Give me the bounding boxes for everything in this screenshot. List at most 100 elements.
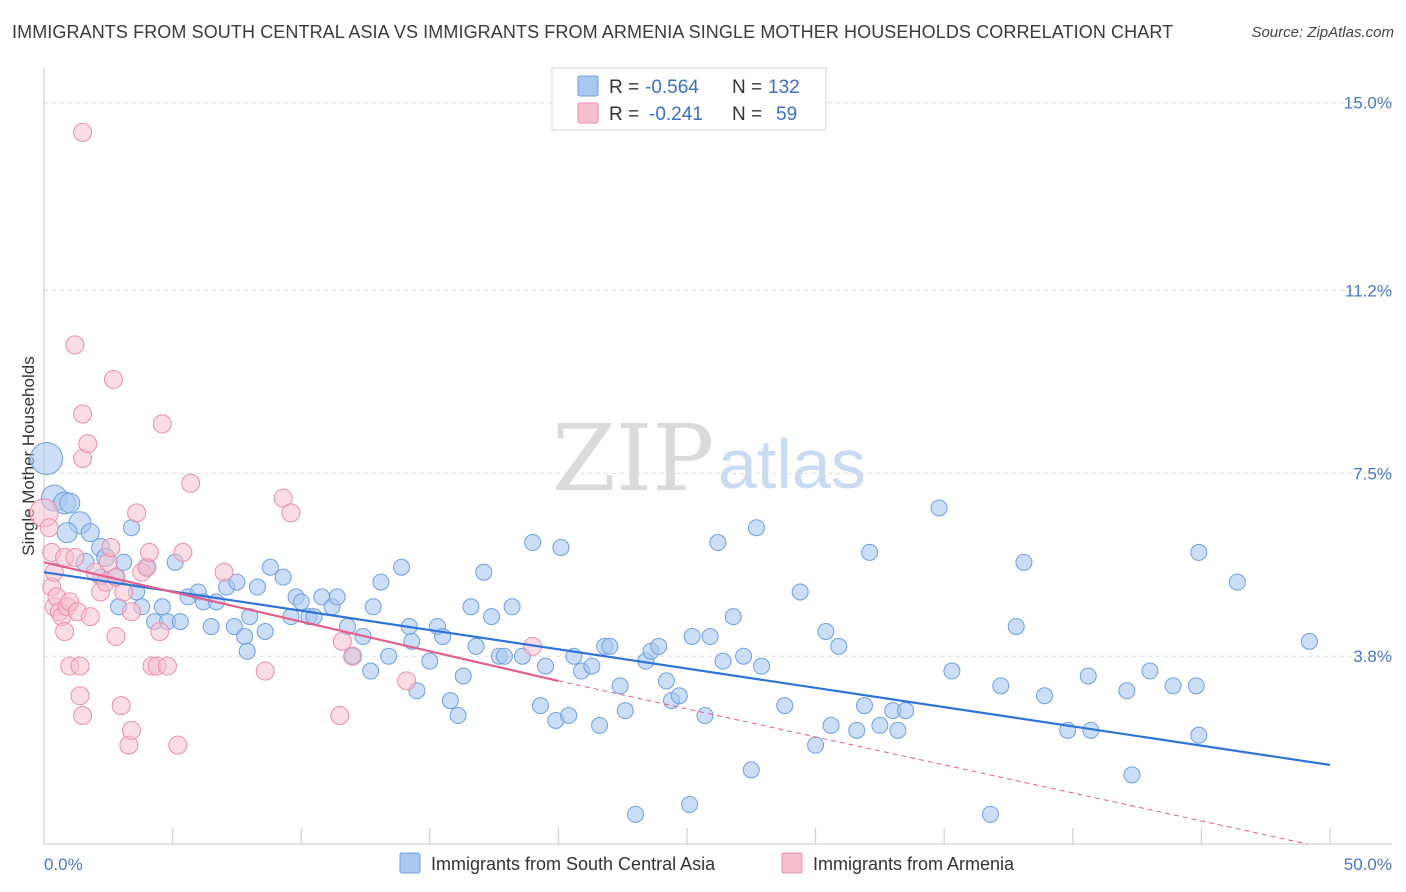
data-point-south-central-asia (724, 608, 742, 626)
data-point-south-central-asia (552, 538, 570, 556)
data-point-south-central-asia (362, 662, 380, 680)
data-point-south-central-asia (627, 805, 645, 823)
trend-line-armenia-extension (558, 680, 1308, 845)
data-point-south-central-asia (449, 707, 467, 725)
bottom-legend-swatch-blue (399, 852, 421, 874)
data-point-armenia (121, 720, 141, 740)
data-point-armenia (168, 735, 188, 755)
data-point-south-central-asia (1123, 766, 1141, 784)
data-point-armenia (73, 404, 93, 424)
data-point-south-central-asia (591, 716, 609, 734)
y-tick-labels: 3.8% 7.5% 11.2% 15.0% (1344, 94, 1392, 666)
data-point-south-central-asia (1007, 618, 1025, 636)
data-point-south-central-asia (683, 627, 701, 645)
data-point-south-central-asia (30, 442, 64, 476)
data-point-armenia (273, 488, 293, 508)
data-point-south-central-asia (171, 613, 189, 631)
data-point-armenia (150, 621, 170, 641)
data-point-south-central-asia (791, 583, 809, 601)
data-point-armenia (55, 621, 75, 641)
data-point-armenia (397, 671, 417, 691)
legend-r-label-blue: R = (609, 77, 639, 98)
data-point-south-central-asia (897, 702, 915, 720)
data-point-south-central-asia (393, 558, 411, 576)
data-point-armenia (139, 542, 159, 562)
legend-swatch-blue (577, 75, 599, 97)
data-point-south-central-asia (560, 707, 578, 725)
data-point-armenia (121, 602, 141, 622)
data-point-south-central-asia (822, 716, 840, 734)
data-point-south-central-asia (524, 534, 542, 552)
bottom-legend-label-pink: Immigrants from Armenia (813, 854, 1015, 874)
data-point-south-central-asia (1079, 667, 1097, 685)
data-point-south-central-asia (1300, 632, 1318, 650)
data-point-armenia (73, 706, 93, 726)
data-point-south-central-asia (454, 667, 472, 685)
data-point-armenia (80, 607, 100, 627)
data-point-south-central-asia (462, 598, 480, 616)
data-point-south-central-asia (531, 697, 549, 715)
data-point-south-central-asia (537, 657, 555, 675)
data-point-south-central-asia (861, 543, 879, 561)
data-point-south-central-asia (228, 573, 246, 591)
data-point-south-central-asia (681, 795, 699, 813)
data-point-south-central-asia (59, 492, 81, 514)
bottom-legend: Immigrants from South Central Asia Immig… (399, 852, 1015, 874)
legend-n-label-blue: N = (732, 77, 762, 98)
data-point-south-central-asia (495, 647, 513, 665)
series-armenia (29, 122, 543, 755)
watermark-atlas: atlas (718, 425, 866, 503)
legend-r-value-blue: -0.564 (645, 77, 699, 98)
data-point-south-central-asia (848, 721, 866, 739)
data-point-south-central-asia (742, 761, 760, 779)
data-point-south-central-asia (807, 736, 825, 754)
data-point-south-central-asia (855, 697, 873, 715)
data-point-south-central-asia (441, 692, 459, 710)
legend-n-label-pink: N = (732, 104, 762, 125)
data-point-armenia (106, 626, 126, 646)
y-tick-label: 11.2% (1345, 282, 1392, 301)
data-point-armenia (65, 547, 85, 567)
x-tick-label-max: 50.0% (1344, 855, 1392, 874)
data-point-south-central-asia (657, 672, 675, 690)
data-point-south-central-asia (1190, 543, 1208, 561)
data-point-armenia (181, 473, 201, 493)
legend-n-value-blue: 132 (768, 77, 800, 98)
data-point-armenia (255, 661, 275, 681)
data-point-armenia (127, 503, 147, 523)
y-tick-label: 7.5% (1353, 464, 1392, 483)
data-point-south-central-asia (236, 627, 254, 645)
data-point-armenia (101, 537, 121, 557)
data-point-south-central-asia (1164, 677, 1182, 695)
data-point-south-central-asia (981, 805, 999, 823)
data-point-south-central-asia (467, 637, 485, 655)
data-point-south-central-asia (930, 499, 948, 517)
data-point-south-central-asia (709, 534, 727, 552)
data-point-south-central-asia (364, 598, 382, 616)
data-point-south-central-asia (1036, 687, 1054, 705)
data-point-armenia (157, 656, 177, 676)
top-legend: R = -0.564 N = 132 R = -0.241 N = 59 (551, 67, 827, 131)
data-point-south-central-asia (943, 662, 961, 680)
data-point-armenia (332, 631, 352, 651)
watermark: ZIP atlas (552, 405, 866, 512)
data-point-armenia (103, 369, 123, 389)
data-point-armenia (343, 646, 363, 666)
data-point-armenia (330, 706, 350, 726)
data-point-south-central-asia (714, 652, 732, 670)
data-point-south-central-asia (225, 618, 243, 636)
data-point-armenia (70, 656, 90, 676)
data-point-south-central-asia (261, 558, 279, 576)
trend-line-armenia (43, 561, 559, 682)
data-point-south-central-asia (650, 637, 668, 655)
data-point-south-central-asia (1141, 662, 1159, 680)
data-point-south-central-asia (80, 523, 100, 543)
data-point-armenia (39, 518, 59, 538)
data-point-south-central-asia (616, 702, 634, 720)
source-label: Source: ZipAtlas.com (1251, 24, 1394, 41)
data-point-south-central-asia (830, 637, 848, 655)
bottom-legend-swatch-pink (781, 852, 803, 874)
data-point-south-central-asia (503, 598, 521, 616)
data-point-south-central-asia (202, 618, 220, 636)
